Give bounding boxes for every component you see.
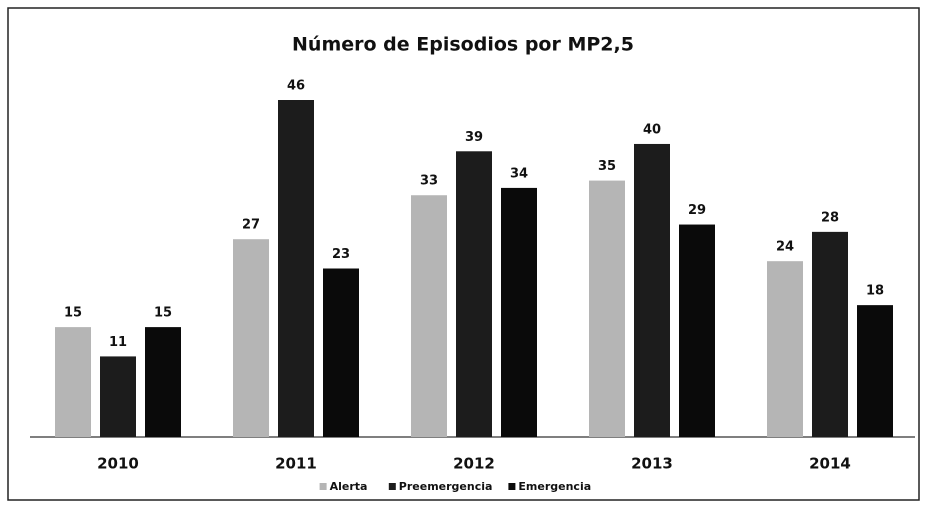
- value-label: 18: [866, 284, 884, 299]
- bar: [589, 180, 625, 437]
- bar: [145, 327, 181, 437]
- value-label: 40: [643, 122, 661, 137]
- legend-label: Emergencia: [518, 480, 591, 493]
- legend-swatch: [508, 483, 516, 490]
- value-label: 35: [598, 159, 616, 174]
- bar: [411, 195, 447, 437]
- frame: [7, 7, 920, 501]
- chart-title: Número de Episodios por MP2,5: [292, 34, 634, 56]
- x-tick-label: 2010: [97, 455, 139, 473]
- bar: [812, 231, 848, 437]
- bar: [857, 305, 893, 437]
- value-label: 23: [332, 247, 350, 262]
- x-tick-label: 2011: [275, 455, 317, 473]
- x-tick-label: 2012: [453, 455, 495, 473]
- bar: [278, 100, 314, 437]
- bar: [456, 151, 492, 438]
- x-tick-label: 2014: [809, 455, 851, 473]
- bar: [100, 356, 136, 437]
- bar: [634, 143, 670, 437]
- value-label: 39: [465, 130, 483, 145]
- bar: [233, 239, 269, 437]
- bar: [55, 327, 91, 437]
- value-label: 15: [154, 306, 172, 321]
- bar: [323, 268, 359, 437]
- value-label: 24: [776, 240, 794, 255]
- bar: [501, 187, 537, 437]
- value-label: 28: [821, 210, 839, 225]
- value-label: 33: [420, 174, 438, 189]
- legend-swatch: [319, 483, 327, 490]
- value-label: 29: [688, 203, 706, 218]
- value-label: 15: [64, 306, 82, 321]
- value-label: 11: [109, 335, 127, 350]
- legend-swatch: [388, 483, 396, 490]
- value-label: 34: [510, 166, 528, 181]
- value-label: 46: [287, 79, 305, 94]
- x-tick-label: 2013: [631, 455, 673, 473]
- legend-label: Preemergencia: [399, 480, 493, 493]
- value-label: 27: [242, 218, 260, 233]
- bar: [767, 261, 803, 437]
- legend-label: Alerta: [330, 480, 368, 493]
- bar: [679, 224, 715, 437]
